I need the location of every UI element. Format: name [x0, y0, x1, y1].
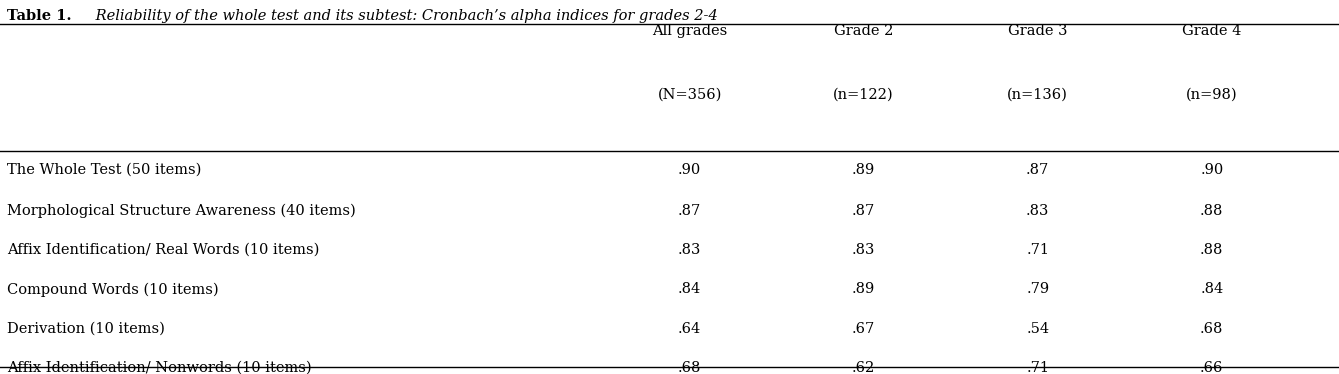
Text: .83: .83 — [678, 243, 702, 257]
Text: Affix Identification/ Nonwords (10 items): Affix Identification/ Nonwords (10 items… — [7, 361, 312, 374]
Text: .83: .83 — [1026, 204, 1050, 218]
Text: Reliability of the whole test and its subtest: Cronbach’s alpha indices for grad: Reliability of the whole test and its su… — [91, 9, 718, 23]
Text: All grades: All grades — [652, 24, 727, 38]
Text: .88: .88 — [1200, 243, 1224, 257]
Text: Morphological Structure Awareness (40 items): Morphological Structure Awareness (40 it… — [7, 204, 355, 218]
Text: The Whole Test (50 items): The Whole Test (50 items) — [7, 163, 201, 177]
Text: .71: .71 — [1026, 243, 1050, 257]
Text: .68: .68 — [1200, 322, 1224, 335]
Text: .89: .89 — [852, 163, 876, 177]
Text: .83: .83 — [852, 243, 876, 257]
Text: Table 1.: Table 1. — [7, 9, 71, 23]
Text: Affix Identification/ Real Words (10 items): Affix Identification/ Real Words (10 ite… — [7, 243, 319, 257]
Text: .66: .66 — [1200, 361, 1224, 374]
Text: .84: .84 — [1200, 282, 1224, 296]
Text: .54: .54 — [1026, 322, 1050, 335]
Text: (n=136): (n=136) — [1007, 88, 1069, 102]
Text: .87: .87 — [678, 204, 702, 218]
Text: Grade 3: Grade 3 — [1008, 24, 1067, 38]
Text: (N=356): (N=356) — [657, 88, 722, 102]
Text: .67: .67 — [852, 322, 876, 335]
Text: (n=122): (n=122) — [833, 88, 894, 102]
Text: .84: .84 — [678, 282, 702, 296]
Text: .87: .87 — [1026, 163, 1050, 177]
Text: .90: .90 — [678, 163, 702, 177]
Text: Derivation (10 items): Derivation (10 items) — [7, 322, 165, 335]
Text: Compound Words (10 items): Compound Words (10 items) — [7, 282, 218, 297]
Text: .90: .90 — [1200, 163, 1224, 177]
Text: .64: .64 — [678, 322, 702, 335]
Text: .87: .87 — [852, 204, 876, 218]
Text: Grade 2: Grade 2 — [834, 24, 893, 38]
Text: .79: .79 — [1026, 282, 1050, 296]
Text: .88: .88 — [1200, 204, 1224, 218]
Text: .62: .62 — [852, 361, 876, 374]
Text: .68: .68 — [678, 361, 702, 374]
Text: Grade 4: Grade 4 — [1182, 24, 1241, 38]
Text: (n=98): (n=98) — [1186, 88, 1237, 102]
Text: .71: .71 — [1026, 361, 1050, 374]
Text: .89: .89 — [852, 282, 876, 296]
